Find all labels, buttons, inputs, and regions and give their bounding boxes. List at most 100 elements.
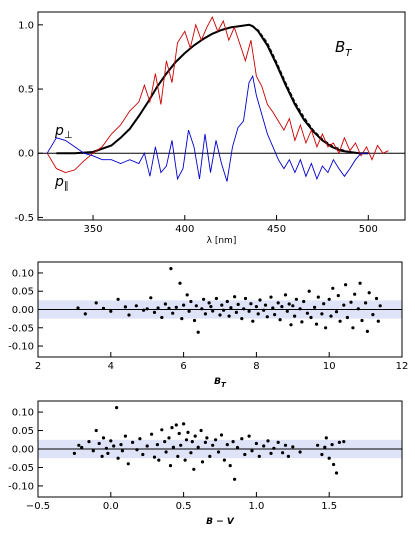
- p3-data-point: [342, 440, 346, 444]
- p3-data-point: [262, 444, 266, 448]
- p2-data-point: [302, 299, 306, 304]
- p3-data-point: [233, 477, 237, 481]
- p2-data-point: [294, 297, 298, 301]
- p2-data-point: [329, 314, 333, 318]
- p2-data-point: [364, 301, 368, 305]
- p2-data-point: [365, 329, 369, 333]
- p3-x-tick-label: 1.5: [321, 501, 337, 512]
- p2-data-point: [123, 305, 127, 309]
- p2-data-point: [182, 303, 186, 307]
- p2-data-point: [233, 295, 237, 299]
- p3-data-point: [254, 441, 258, 446]
- p3-data-point: [131, 440, 135, 444]
- p2-data-point: [293, 314, 297, 318]
- p2-data-point: [344, 283, 348, 287]
- p3-x-tick-label: −0.5: [26, 501, 50, 512]
- p2-data-point: [234, 310, 238, 314]
- p2-data-point: [180, 317, 184, 321]
- p2-data-point: [127, 313, 131, 317]
- p2-data-point: [298, 307, 302, 311]
- p2-data-point: [134, 304, 138, 308]
- p2-y-tick-label: 0.10: [12, 268, 34, 279]
- p3-data-point: [332, 462, 336, 467]
- spectrum-y-tick-label: 0.5: [18, 85, 34, 96]
- p3-data-point: [225, 443, 229, 447]
- p3-data-point: [123, 434, 127, 438]
- p2-data-point: [192, 318, 197, 323]
- p3-data-point: [189, 451, 193, 455]
- p2-data-point: [240, 317, 244, 321]
- p-perp-label: p⊥: [54, 123, 73, 141]
- p3-data-point: [116, 456, 120, 460]
- p2-data-point: [349, 300, 353, 304]
- p2-data-point: [109, 309, 113, 313]
- p3-data-point: [120, 449, 124, 453]
- p2-data-point: [376, 319, 380, 323]
- bt-label-sub: T: [345, 48, 352, 59]
- p2-data-point: [287, 302, 291, 306]
- p3-y-tick-label: -0.10: [8, 481, 34, 492]
- p2-data-point: [283, 293, 288, 297]
- p-perp-sub: ⊥: [64, 130, 73, 141]
- p3-data-point: [119, 443, 123, 447]
- spectrum-y-tick-label: 0.0: [18, 149, 34, 160]
- p2-data-point: [194, 304, 198, 308]
- p3-data-point: [208, 454, 212, 458]
- p3-data-point: [330, 443, 334, 447]
- p2-data-point: [145, 307, 149, 311]
- p3-data-point: [177, 431, 181, 436]
- p2-data-point: [263, 303, 268, 307]
- p2-data-point: [178, 281, 182, 285]
- p3-data-point: [163, 440, 167, 444]
- bt-x-axis-label: BT: [214, 377, 227, 389]
- p2-y-tick-label: 0.05: [12, 287, 34, 298]
- p3-data-point: [250, 449, 254, 453]
- p2-data-point: [271, 306, 275, 310]
- p2-data-point: [378, 304, 382, 308]
- p2-data-point: [149, 296, 153, 300]
- p3-data-point: [176, 454, 180, 458]
- p2-data-point: [185, 293, 189, 297]
- p3-data-point: [200, 460, 205, 464]
- p3-data-point: [135, 448, 139, 452]
- p3-data-point: [91, 449, 95, 453]
- p2-x-tick-label: 12: [396, 361, 409, 372]
- spectrum-y-tick-label: -0.5: [14, 213, 34, 224]
- p2-data-point: [207, 301, 211, 305]
- spectrum-x-tick-label: 500: [359, 224, 378, 235]
- p2-data-point: [320, 312, 324, 316]
- p2-data-point: [249, 302, 253, 306]
- p3-data-point: [281, 451, 285, 455]
- p3-data-point: [80, 445, 84, 450]
- p2-data-point: [243, 296, 248, 301]
- p2-data-point: [356, 307, 360, 311]
- p3-data-point: [141, 452, 145, 457]
- p3-data-point: [272, 446, 276, 450]
- p3-data-point: [184, 438, 189, 442]
- p2-data-point: [289, 323, 293, 327]
- p3-data-point: [337, 440, 341, 444]
- p3-data-point: [228, 464, 232, 468]
- p2-data-point: [220, 303, 224, 307]
- p3-data-point: [152, 455, 157, 459]
- p2-y-tick-label: -0.10: [8, 342, 34, 353]
- p2-data-point: [152, 310, 157, 314]
- p2-data-point: [307, 289, 311, 293]
- p2-data-point: [265, 315, 269, 319]
- p2-data-point: [262, 308, 266, 312]
- p2-data-point: [269, 295, 273, 299]
- p3-y-tick-label: -0.05: [8, 463, 34, 474]
- p3-data-point: [247, 434, 251, 438]
- p3-data-point: [157, 458, 161, 462]
- p3-data-point: [87, 440, 91, 444]
- p3-data-point: [126, 462, 130, 466]
- p3-y-tick-label: 0.10: [12, 408, 34, 419]
- p3-data-point: [160, 428, 164, 432]
- p3-data-point: [94, 428, 98, 433]
- p3-data-point: [235, 445, 240, 450]
- p3-data-point: [170, 426, 174, 430]
- p2-data-point: [324, 326, 328, 330]
- p3-data-point: [243, 452, 247, 457]
- p2-data-point: [374, 296, 379, 301]
